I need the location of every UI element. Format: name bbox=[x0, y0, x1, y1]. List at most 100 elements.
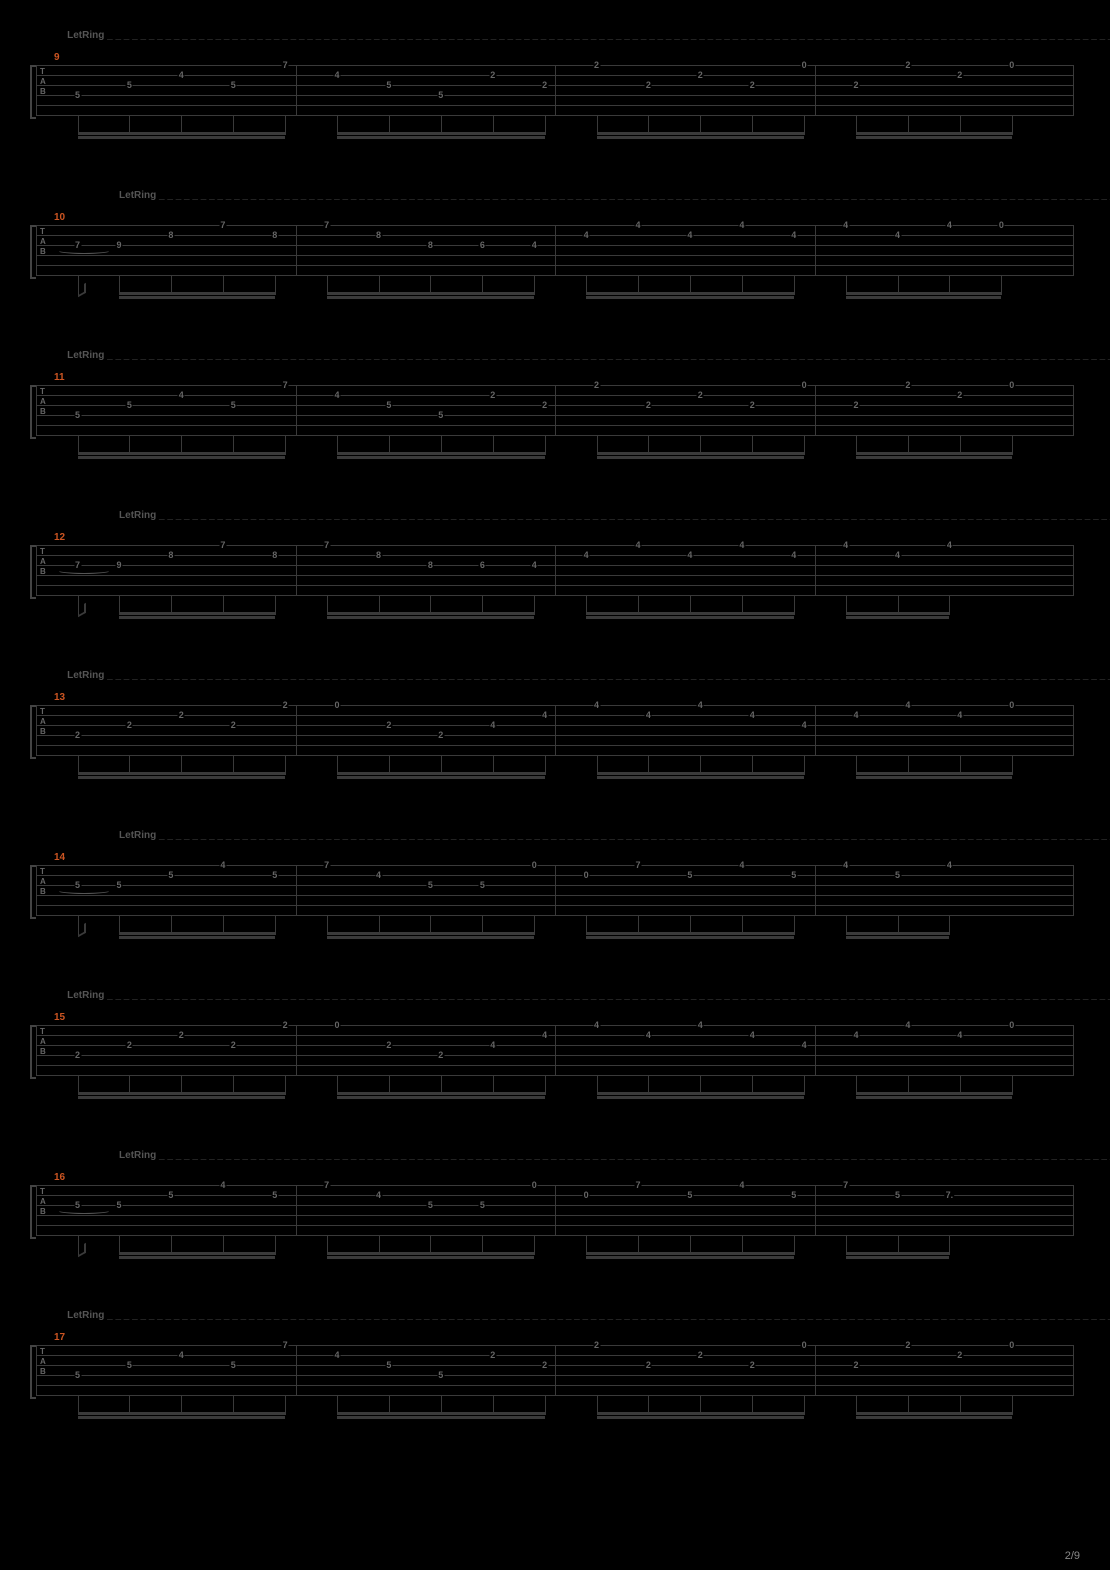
barline bbox=[1073, 1025, 1074, 1075]
barline bbox=[815, 865, 816, 915]
barline bbox=[555, 865, 556, 915]
barline bbox=[36, 385, 37, 435]
barline bbox=[296, 1345, 297, 1395]
barline bbox=[1073, 1185, 1074, 1235]
fret-number: 2 bbox=[956, 390, 963, 400]
beam bbox=[586, 936, 794, 939]
barline bbox=[1073, 705, 1074, 755]
barline bbox=[555, 1345, 556, 1395]
staff-line bbox=[36, 1395, 1074, 1396]
tab-system: LetRing _ _ _ _ _ _ _ _ _ _ _ _ _ _ _ _ … bbox=[0, 190, 1110, 320]
let-ring-label: LetRing bbox=[119, 830, 159, 841]
tab-clef-letters: TAB bbox=[40, 387, 46, 417]
fret-number: 4 bbox=[904, 700, 911, 710]
fret-number: 4 bbox=[790, 550, 797, 560]
fret-number: 4 bbox=[853, 1030, 860, 1040]
note-stem bbox=[1012, 435, 1013, 455]
fret-number: 7 bbox=[282, 60, 289, 70]
fret-number: 2 bbox=[282, 700, 289, 710]
tab-clef-letters: TAB bbox=[40, 867, 46, 897]
measure-number: 12 bbox=[54, 532, 65, 543]
fret-number: 0 bbox=[998, 220, 1005, 230]
beam bbox=[337, 456, 545, 459]
beam bbox=[597, 1092, 805, 1095]
fret-number: 5 bbox=[479, 1200, 486, 1210]
note-stem bbox=[949, 595, 950, 615]
fret-number: 2 bbox=[853, 80, 860, 90]
barline bbox=[815, 385, 816, 435]
staff-line bbox=[36, 595, 1074, 596]
let-ring-label: LetRing bbox=[67, 990, 107, 1001]
barline bbox=[815, 545, 816, 595]
staff-line bbox=[36, 435, 1074, 436]
tab-system: LetRing _ _ _ _ _ _ _ _ _ _ _ _ _ _ _ _ … bbox=[0, 30, 1110, 160]
note-stem bbox=[275, 275, 276, 295]
measure-number: 17 bbox=[54, 1332, 65, 1343]
beam bbox=[597, 1096, 805, 1099]
beam bbox=[586, 1252, 794, 1255]
beam bbox=[119, 292, 275, 295]
fret-number: 5 bbox=[427, 880, 434, 890]
beam bbox=[78, 1416, 286, 1419]
beam-group bbox=[36, 760, 1074, 782]
let-ring-dashes: _ _ _ _ _ _ _ _ _ _ _ _ _ _ _ _ _ _ _ _ … bbox=[159, 510, 1110, 521]
beam bbox=[337, 452, 545, 455]
let-ring-dashes: _ _ _ _ _ _ _ _ _ _ _ _ _ _ _ _ _ _ _ _ … bbox=[159, 830, 1110, 841]
barline bbox=[1073, 225, 1074, 275]
fret-number: 4 bbox=[531, 560, 538, 570]
fret-number: 4 bbox=[635, 220, 642, 230]
tab-staff: TAB555457455007545757. bbox=[36, 1185, 1074, 1235]
fret-number: 5 bbox=[126, 1360, 133, 1370]
fret-number: 0 bbox=[334, 1020, 341, 1030]
fret-number: 2 bbox=[593, 380, 600, 390]
beam bbox=[586, 932, 794, 935]
fret-number: 2 bbox=[956, 70, 963, 80]
measure-number: 13 bbox=[54, 692, 65, 703]
fret-number: 5 bbox=[126, 400, 133, 410]
let-ring-marking: LetRing _ _ _ _ _ _ _ _ _ _ _ _ _ _ _ _ … bbox=[119, 190, 1110, 201]
fret-number: 5 bbox=[116, 880, 123, 890]
let-ring-dashes: _ _ _ _ _ _ _ _ _ _ _ _ _ _ _ _ _ _ _ _ … bbox=[107, 350, 1110, 361]
tab-clef-letters: TAB bbox=[40, 1027, 46, 1057]
note-stem bbox=[285, 755, 286, 775]
fret-number: 5 bbox=[686, 1190, 693, 1200]
measure-number: 11 bbox=[54, 372, 65, 383]
beam bbox=[856, 1092, 1012, 1095]
beam bbox=[327, 932, 535, 935]
beam bbox=[337, 1092, 545, 1095]
fret-number: 4 bbox=[583, 550, 590, 560]
fret-number: 4 bbox=[593, 1020, 600, 1030]
barline bbox=[296, 705, 297, 755]
fret-number: 4 bbox=[686, 550, 693, 560]
fret-number: 5 bbox=[230, 80, 237, 90]
barline bbox=[1073, 545, 1074, 595]
staff-line bbox=[36, 1075, 1074, 1076]
fret-number: 4 bbox=[178, 70, 185, 80]
beam bbox=[856, 136, 1012, 139]
note-stem bbox=[545, 1075, 546, 1095]
beam bbox=[586, 1256, 794, 1259]
note-stem bbox=[534, 595, 535, 615]
fret-number: 2 bbox=[541, 1360, 548, 1370]
barline bbox=[36, 1345, 37, 1395]
fret-number: 4 bbox=[375, 870, 382, 880]
tab-clef-letters: TAB bbox=[40, 227, 46, 257]
fret-number: 2 bbox=[489, 1350, 496, 1360]
fret-number: 5 bbox=[126, 80, 133, 90]
let-ring-dashes: _ _ _ _ _ _ _ _ _ _ _ _ _ _ _ _ _ _ _ _ … bbox=[107, 670, 1110, 681]
fret-number: 2 bbox=[853, 1360, 860, 1370]
barline bbox=[36, 545, 37, 595]
fret-number: 4 bbox=[219, 860, 226, 870]
note-stem bbox=[1012, 755, 1013, 775]
note-stem bbox=[275, 915, 276, 935]
tie-arc bbox=[57, 567, 111, 574]
fret-number: 5 bbox=[116, 1200, 123, 1210]
fret-number: 4 bbox=[738, 220, 745, 230]
beam bbox=[846, 936, 950, 939]
tab-clef-letters: TAB bbox=[40, 707, 46, 737]
beam bbox=[119, 1256, 275, 1259]
fret-number: 4 bbox=[956, 710, 963, 720]
let-ring-marking: LetRing _ _ _ _ _ _ _ _ _ _ _ _ _ _ _ _ … bbox=[67, 990, 1110, 1001]
fret-number: 4 bbox=[842, 540, 849, 550]
fret-number: 2 bbox=[593, 60, 600, 70]
